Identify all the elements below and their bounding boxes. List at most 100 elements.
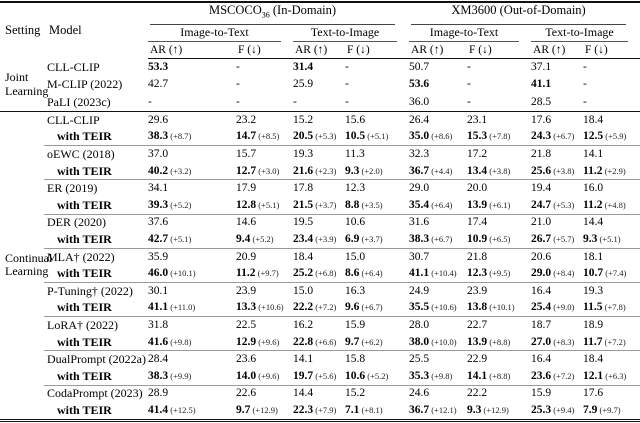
metric-header-f: F (↓): [583, 41, 640, 59]
with-teir-label: with TEIR: [57, 368, 112, 383]
metric-value: 35.9: [148, 250, 169, 263]
metric-value-cell: 30.1: [148, 281, 236, 300]
metric-value-cell: 36.0: [409, 94, 467, 112]
metric-value: 6.9: [345, 232, 360, 245]
metric-value: 14.1: [293, 353, 314, 366]
metric-value: 13.8: [467, 301, 488, 314]
metric-value: 10.9: [467, 232, 488, 245]
with-teir-label: with TEIR: [57, 402, 112, 417]
metric-value: -: [293, 95, 297, 108]
metric-value-cell: 14.4: [293, 384, 345, 403]
metric-value-cell: -: [467, 58, 531, 76]
metric-value: 24.9: [409, 284, 430, 297]
metric-value: -: [236, 78, 240, 91]
metric-value: 7.9: [583, 403, 598, 416]
metric-value: 12.1: [583, 369, 604, 382]
metric-value-cell: 24.9: [409, 281, 468, 300]
metric-value-cell: 19.3: [293, 145, 345, 163]
metric-header-ar: AR (↑): [148, 41, 236, 59]
delta-value: (+7.8): [487, 131, 511, 142]
metric-value: 23.6: [236, 353, 257, 366]
metric-value: 10.6: [345, 369, 366, 382]
metric-value: 35.5: [409, 301, 430, 314]
metric-value-cell: 11.2 (+2.9): [583, 163, 640, 180]
metric-value: 12.3: [345, 182, 366, 195]
with-teir-label: with TEIR: [57, 163, 112, 178]
metric-value-cell: 13.4 (+3.8): [467, 163, 531, 180]
metric-value: 18.4: [583, 353, 604, 366]
delta-value: (+4.4): [429, 165, 453, 176]
metric-value-cell: 30.7: [409, 247, 468, 266]
metric-value: 12.3: [467, 267, 488, 280]
metric-value: 19.4: [531, 182, 552, 195]
metric-value-cell: -: [345, 58, 409, 76]
delta-value: (+6.7): [551, 131, 575, 142]
metric-value-cell: 16.2: [293, 316, 345, 334]
table-row: with TEIR 38.3 (+8.7) 14.7 (+8.5) 20.5 (+5.…: [0, 129, 640, 146]
metric-value: 14.0: [236, 369, 257, 382]
metric-value: 9.3: [345, 164, 360, 177]
metric-value: -: [236, 95, 240, 108]
metric-value: 26.4: [409, 113, 430, 126]
metric-value: 11.2: [583, 198, 603, 211]
metric-value-cell: 23.4 (+3.9): [293, 231, 345, 248]
metric-value-cell: 15.2: [293, 110, 345, 129]
metric-value: 23.1: [467, 113, 488, 126]
metric-value-cell: 11.2 (+9.7): [236, 265, 293, 282]
delta-value: (+2.3): [313, 165, 337, 176]
metric-value-cell: -: [345, 76, 409, 94]
metric-value: -: [467, 60, 471, 73]
metric-value: 12.7: [236, 164, 257, 177]
table-row: oEWC (2018) 37.0 15.7 19.3 11.3 32.3 17.2 21.8 1…: [0, 145, 640, 163]
metric-value-cell: 26.4: [409, 110, 468, 129]
metric-value-cell: 28.0: [409, 316, 468, 334]
metric-value: 41.1: [531, 78, 552, 91]
metric-value-cell: 15.7: [236, 145, 293, 163]
metric-value: 21.6: [293, 164, 314, 177]
metric-value: 17.6: [583, 387, 604, 400]
table-row: with TEIR 41.6 (+9.8) 12.9 (+9.6) 22.8 (+6.…: [0, 334, 640, 351]
metric-value: 23.4: [293, 232, 314, 245]
metric-value-cell: 21.8: [467, 247, 532, 266]
metric-value: 9.4: [236, 232, 251, 245]
delta-value: (+5.2): [250, 233, 274, 244]
metric-value: 21.5: [293, 198, 314, 211]
metric-value: -: [467, 78, 471, 91]
delta-value: (+7.2): [313, 302, 337, 313]
delta-value: (+8.8): [487, 336, 511, 347]
with-teir-label: with TEIR: [57, 129, 112, 144]
delta-value: (+9.8): [168, 336, 192, 347]
delta-value: (+5.2): [365, 370, 389, 381]
metric-value: 13.9: [467, 198, 488, 211]
metric-value: 19.7: [293, 369, 314, 382]
delta-value: (+7.9): [313, 404, 337, 415]
metric-value: 38.0: [409, 335, 430, 348]
metric-value-cell: 22.8 (+6.6): [293, 334, 345, 351]
metric-value-cell: 37.0: [148, 145, 236, 163]
metric-value-cell: 23.9: [236, 281, 293, 300]
metric-value: 29.0: [531, 267, 552, 280]
metric-value-cell: 11.2 (+4.8): [583, 197, 640, 214]
delta-value: (+5.3): [551, 199, 575, 210]
metric-value: 22.7: [467, 318, 488, 331]
metric-value: -: [583, 95, 587, 108]
delta-value: (+8.3): [551, 336, 575, 347]
metric-value: 15.7: [236, 147, 257, 160]
metric-value-cell: 14.1 (+8.8): [467, 368, 531, 385]
metric-value-cell: 25.5: [409, 350, 468, 368]
setting-label: Joint Learning: [5, 70, 49, 98]
metric-value-cell: 35.9: [148, 247, 236, 266]
metric-value-cell: 6.9 (+3.7): [345, 231, 409, 248]
metric-value-cell: 35.0 (+8.6): [409, 129, 467, 146]
metric-value-cell: 12.3 (+9.5): [467, 265, 531, 282]
metric-value-cell: 41.1 (+11.0): [148, 300, 236, 317]
model-name: DualPrompt (2022a): [44, 350, 148, 368]
metric-value-cell: 18.7: [531, 316, 584, 334]
model-name: ER (2019): [44, 179, 148, 197]
metric-value-cell: 16.4: [531, 350, 584, 368]
metric-value-cell: 9.6 (+6.7): [345, 300, 409, 317]
metric-value: 25.3: [531, 403, 552, 416]
group-header-row: Setting Model MSCOCO36 (In-Domain) XM360…: [0, 2, 640, 37]
metric-value-cell: 36.7 (+4.4): [409, 163, 467, 180]
metric-value-cell: 17.9: [236, 179, 293, 197]
